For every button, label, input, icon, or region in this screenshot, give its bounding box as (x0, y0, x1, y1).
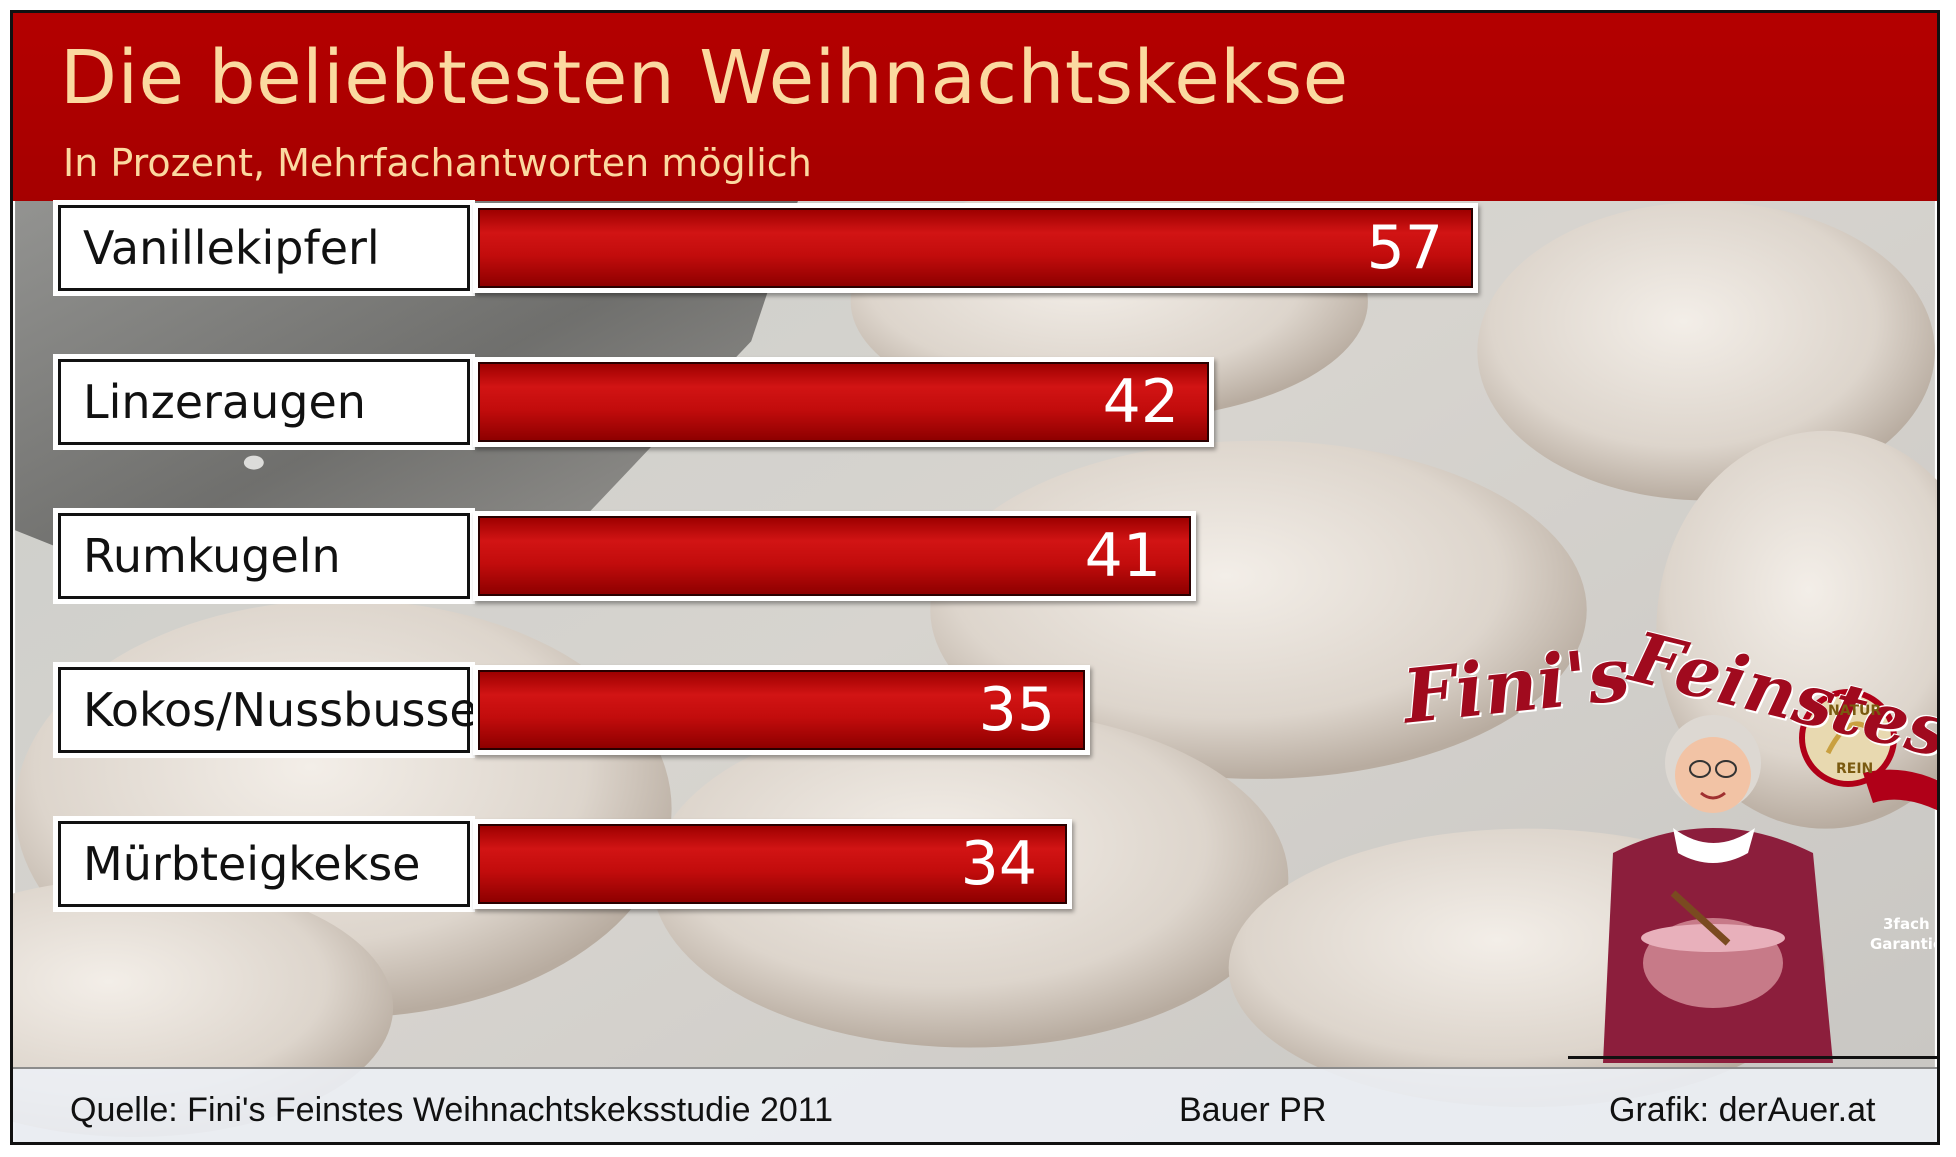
guarantee-label-line1: 3fach (1883, 915, 1930, 933)
category-label: Kokos/Nussbusserl (83, 683, 510, 737)
bar-frame: 34 (473, 819, 1072, 909)
category-label-box: Vanillekipferl (58, 205, 470, 291)
seal-rein-label: REIN (1836, 761, 1874, 777)
guarantee-label-line2: Garantie (1870, 935, 1940, 953)
bar: 57 (478, 208, 1473, 288)
chart-subtitle: In Prozent, Mehrfachantworten möglich (63, 141, 812, 185)
bar: 34 (478, 824, 1067, 904)
category-label-box: Mürbteigkekse (58, 821, 470, 907)
bar-frame: 57 (473, 203, 1478, 293)
author-note: Bauer PR (1179, 1091, 1327, 1129)
bar-frame: 41 (473, 511, 1196, 601)
bar: 42 (478, 362, 1209, 442)
bar-value-label: 41 (1084, 521, 1161, 591)
category-label-box: Linzeraugen (58, 359, 470, 445)
header-banner: Die beliebtesten Weihnachtskekse In Proz… (13, 13, 1937, 201)
bar-value-label: 35 (978, 675, 1055, 745)
source-note: Quelle: Fini's Feinstes Weihnachtskeksst… (70, 1091, 834, 1129)
bar-value-label: 42 (1102, 367, 1179, 437)
category-label: Linzeraugen (83, 375, 366, 429)
chart-title: Die beliebtesten Weihnachtskekse (60, 35, 1349, 121)
seal-natur-label: NATUR (1828, 703, 1882, 719)
bar: 35 (478, 670, 1085, 750)
footer: Quelle: Fini's Feinstes Weihnachtskeksst… (13, 1067, 1937, 1142)
category-label: Vanillekipferl (83, 221, 380, 275)
category-label-box: Kokos/Nussbusserl (58, 667, 509, 753)
fini-feinstes-logo: Fini's Feinstes NATUR REIN 3fach Garanti… (1383, 615, 1940, 1073)
grandma-baker-illustration (1568, 689, 1937, 1063)
bar: 41 (478, 516, 1191, 596)
bar-chart: Vanillekipferl 57 Linzeraugen 42 Rumkugeln 41… (13, 13, 1937, 1142)
infographic: Die beliebtesten Weihnachtskekse In Proz… (10, 10, 1940, 1145)
bar-value-label: 57 (1366, 213, 1443, 283)
bar-frame: 35 (473, 665, 1090, 755)
bar-frame: 42 (473, 357, 1214, 447)
category-label: Rumkugeln (83, 529, 341, 583)
category-label-box: Rumkugeln (58, 513, 470, 599)
category-label: Mürbteigkekse (83, 837, 421, 891)
bar-value-label: 34 (960, 829, 1037, 899)
graphic-credit: Grafik: derAuer.at (1609, 1091, 1876, 1129)
